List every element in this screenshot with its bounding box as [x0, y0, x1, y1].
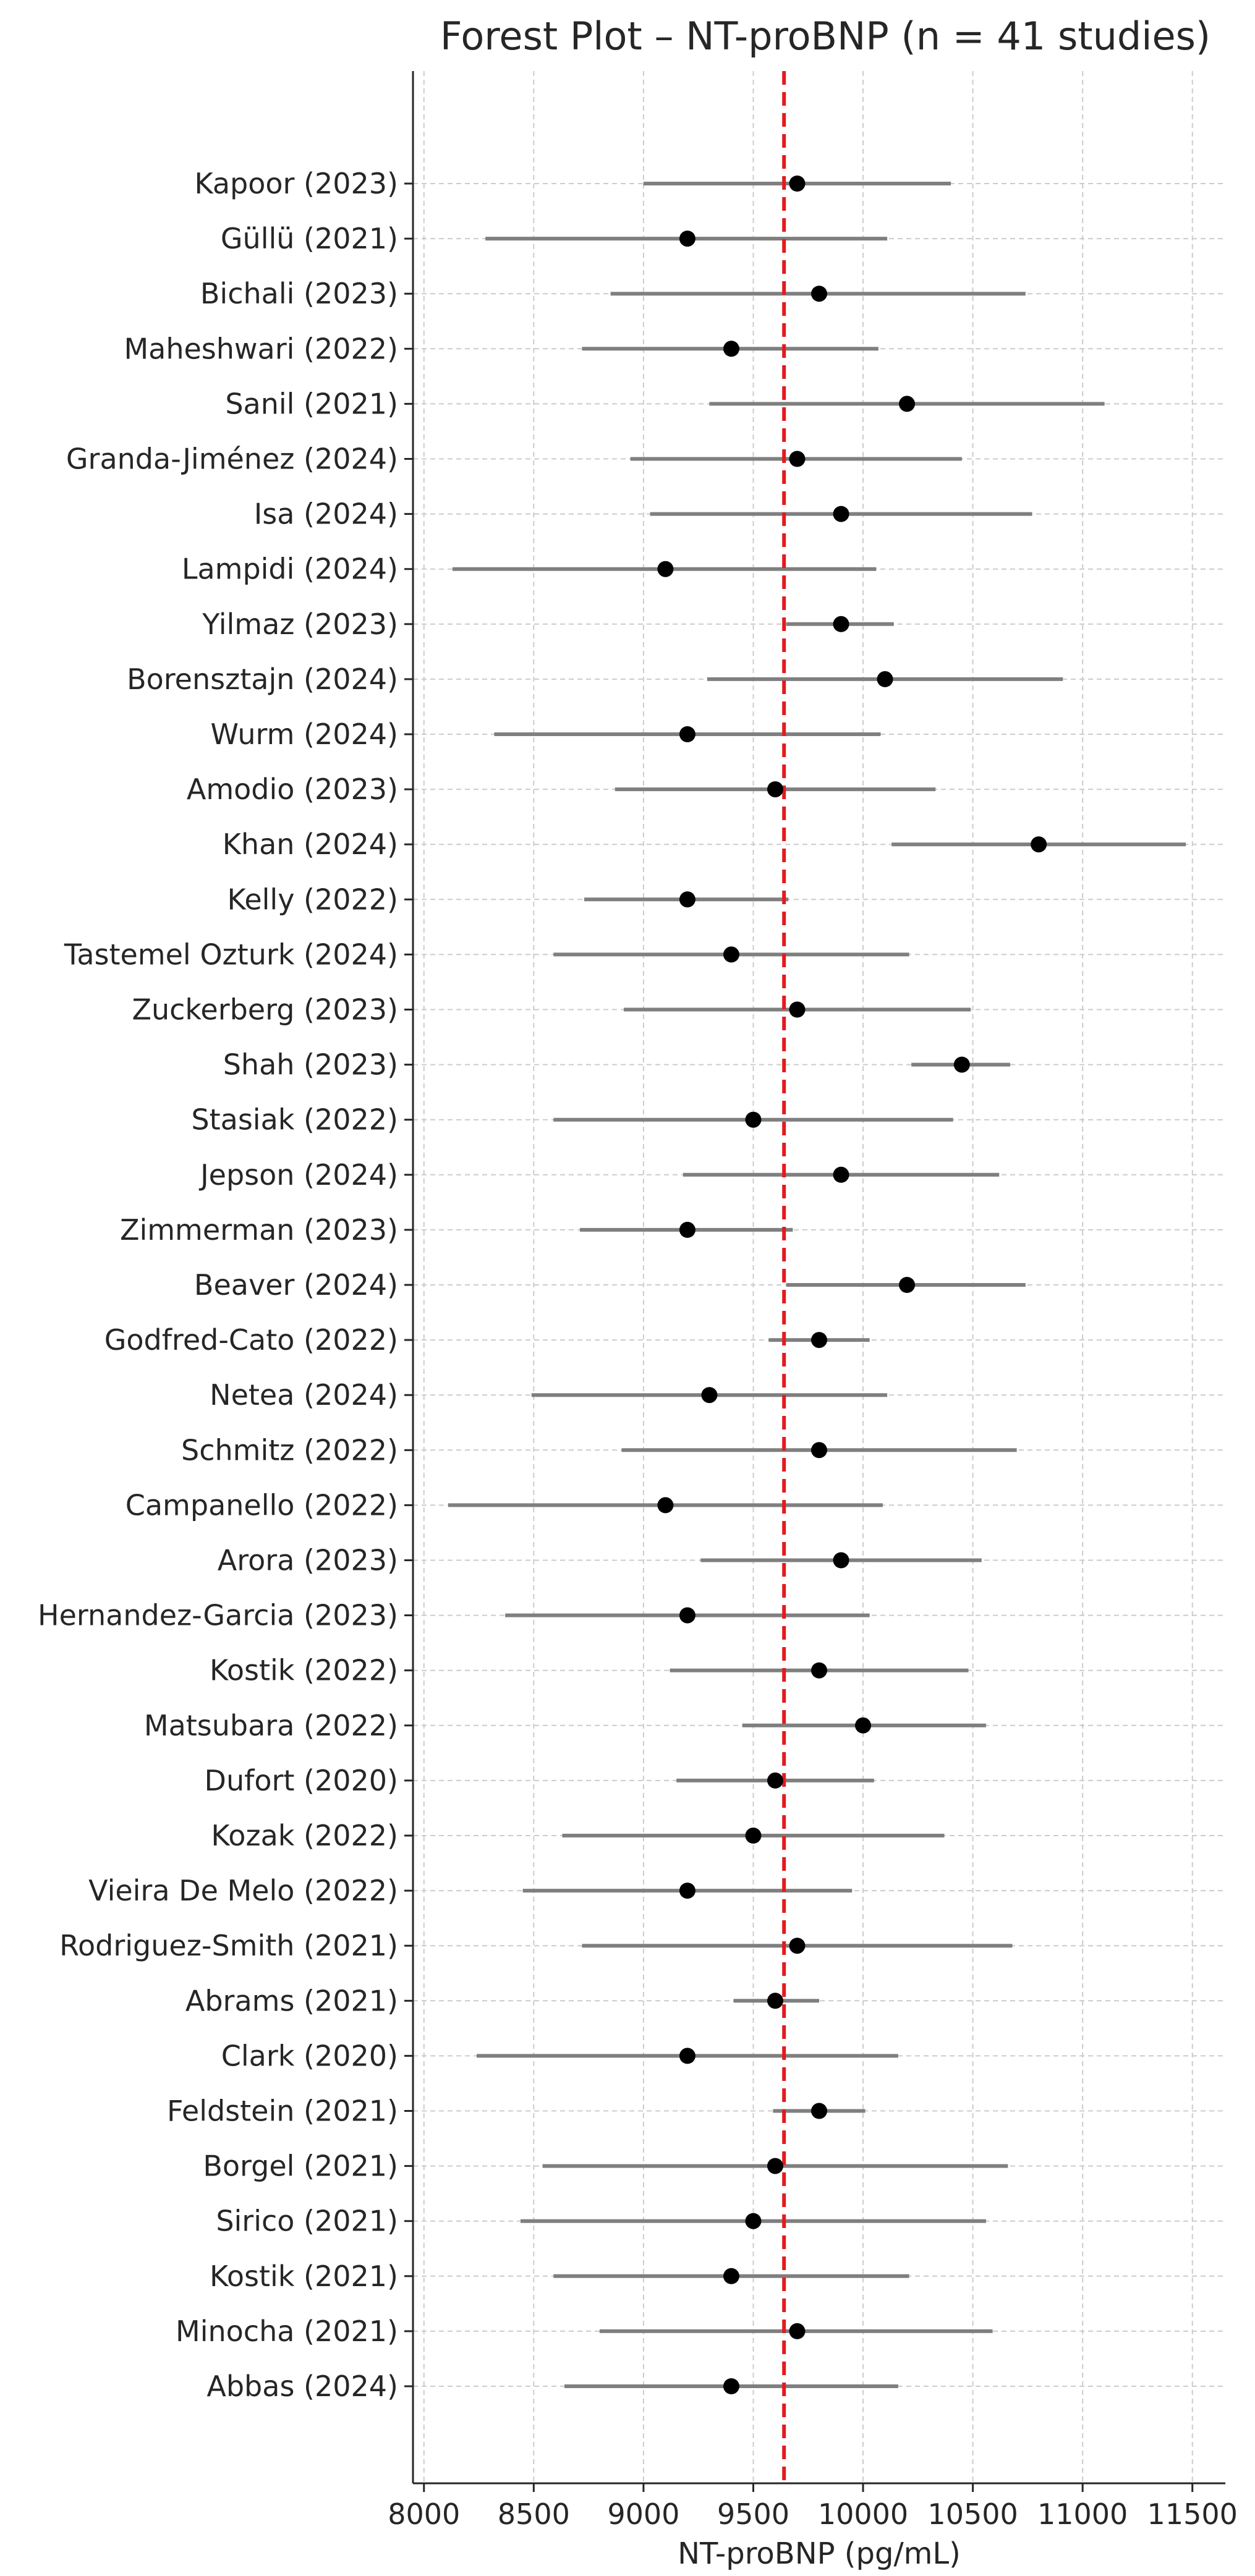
- study-label: Zuckerberg (2023): [132, 993, 398, 1027]
- point-estimate: [899, 396, 916, 412]
- point-estimate: [767, 1772, 783, 1789]
- study-label: Yilmaz (2023): [202, 608, 398, 641]
- point-estimate: [723, 2268, 739, 2284]
- y-tick-labels: Kapoor (2023) Güllü (2021) Bichali (2023) M…: [38, 167, 413, 2403]
- point-estimate: [811, 286, 827, 302]
- axis-layer: [412, 71, 1225, 2485]
- study-label: Khan (2024): [223, 828, 398, 861]
- study-label: Granda-Jiménez (2024): [66, 443, 398, 476]
- point-estimate: [789, 2323, 806, 2339]
- point-estimate: [723, 946, 739, 963]
- point-estimate: [789, 1938, 806, 1954]
- grid-layer: [413, 71, 1225, 2483]
- study-label: Shah (2023): [223, 1048, 398, 1082]
- point-estimate: [701, 1387, 718, 1404]
- study-label: Beaver (2024): [194, 1268, 398, 1302]
- study-label: Campanello (2022): [126, 1488, 398, 1522]
- point-estimate: [679, 231, 696, 247]
- point-estimate: [657, 1497, 674, 1514]
- study-label: Hernandez-Garcia (2023): [38, 1599, 398, 1632]
- point-estimate: [679, 891, 696, 908]
- x-tick-label: 9000: [607, 2498, 679, 2531]
- point-estimate: [811, 1662, 827, 1679]
- study-label: Borgel (2021): [203, 2150, 398, 2183]
- study-label: Zimmerman (2023): [120, 1213, 398, 1247]
- study-label: Bichali (2023): [200, 277, 398, 310]
- point-estimate: [723, 2378, 739, 2394]
- point-estimate: [745, 1111, 762, 1128]
- study-label: Feldstein (2021): [167, 2095, 398, 2128]
- study-label: Sirico (2021): [216, 2205, 398, 2238]
- study-label: Abbas (2024): [206, 2370, 398, 2403]
- study-label: Matsubara (2022): [144, 1709, 398, 1742]
- point-estimate: [745, 2213, 762, 2229]
- point-estimate: [723, 341, 739, 357]
- study-label: Stasiak (2022): [191, 1103, 398, 1137]
- study-label: Wurm (2024): [211, 718, 399, 751]
- x-tick-label: 11000: [1037, 2498, 1128, 2531]
- point-estimate: [811, 1442, 827, 1459]
- point-estimate: [745, 1828, 762, 1844]
- study-label: Güllü (2021): [221, 222, 398, 255]
- study-label: Kostik (2022): [210, 1654, 398, 1687]
- x-tick-label: 9500: [717, 2498, 789, 2531]
- x-tick-label: 11500: [1147, 2498, 1238, 2531]
- study-label: Schmitz (2022): [181, 1433, 398, 1467]
- point-estimate: [811, 1332, 827, 1349]
- point-estimate: [877, 671, 893, 687]
- study-label: Clark (2020): [221, 2039, 398, 2072]
- x-axis-label: NT-proBNP (pg/mL): [678, 2536, 961, 2571]
- point-estimate: [811, 2103, 827, 2119]
- point-estimate: [767, 2158, 783, 2174]
- point-estimate: [1031, 836, 1047, 853]
- point-estimate: [679, 1883, 696, 1899]
- study-label: Kostik (2021): [210, 2260, 398, 2293]
- point-estimate: [833, 1166, 849, 1183]
- x-tick-label: 10500: [927, 2498, 1018, 2531]
- point-estimate: [833, 616, 849, 632]
- study-label: Sanil (2021): [225, 387, 398, 420]
- x-tick-label: 10000: [818, 2498, 908, 2531]
- point-estimate: [833, 506, 849, 522]
- study-label: Lampidi (2024): [182, 553, 398, 586]
- point-estimate: [789, 1001, 806, 1018]
- point-estimate: [767, 781, 783, 798]
- point-estimate: [679, 1607, 696, 1624]
- point-layer: [657, 176, 1047, 2394]
- study-label: Netea (2024): [210, 1378, 398, 1412]
- study-label: Vieira De Melo (2022): [88, 1874, 398, 1907]
- study-label: Isa (2024): [254, 498, 398, 531]
- point-estimate: [899, 1277, 916, 1293]
- x-tick-labels: 8000 8500 9000 9500 10000 10500 11000 11500: [388, 2483, 1238, 2531]
- study-label: Jepson (2024): [198, 1158, 398, 1192]
- point-estimate: [679, 2048, 696, 2064]
- point-estimate: [789, 176, 806, 192]
- study-label: Rodriguez-Smith (2021): [59, 1929, 398, 1962]
- study-label: Abrams (2021): [185, 1984, 398, 2017]
- x-tick-label: 8500: [498, 2498, 570, 2531]
- study-label: Dufort (2020): [205, 1764, 398, 1797]
- point-estimate: [767, 1993, 783, 2009]
- x-tick-label: 8000: [388, 2498, 460, 2531]
- study-label: Kelly (2022): [227, 883, 398, 916]
- study-label: Godfred-Cato (2022): [104, 1323, 398, 1357]
- point-estimate: [953, 1056, 970, 1073]
- chart-title: Forest Plot – NT-proBNP (n = 41 studies): [440, 14, 1211, 59]
- point-estimate: [855, 1717, 872, 1734]
- point-estimate: [657, 561, 674, 577]
- point-estimate: [833, 1552, 849, 1569]
- study-label: Amodio (2023): [187, 773, 398, 806]
- point-estimate: [679, 726, 696, 742]
- point-estimate: [679, 1221, 696, 1238]
- point-estimate: [789, 451, 806, 467]
- study-label: Kozak (2022): [211, 1819, 398, 1852]
- study-label: Minocha (2021): [176, 2315, 398, 2348]
- study-label: Tastemel Ozturk (2024): [64, 938, 398, 971]
- study-label: Kapoor (2023): [194, 167, 398, 200]
- study-label: Maheshwari (2022): [124, 332, 398, 365]
- study-label: Arora (2023): [218, 1544, 398, 1577]
- study-label: Borensztajn (2024): [127, 663, 398, 696]
